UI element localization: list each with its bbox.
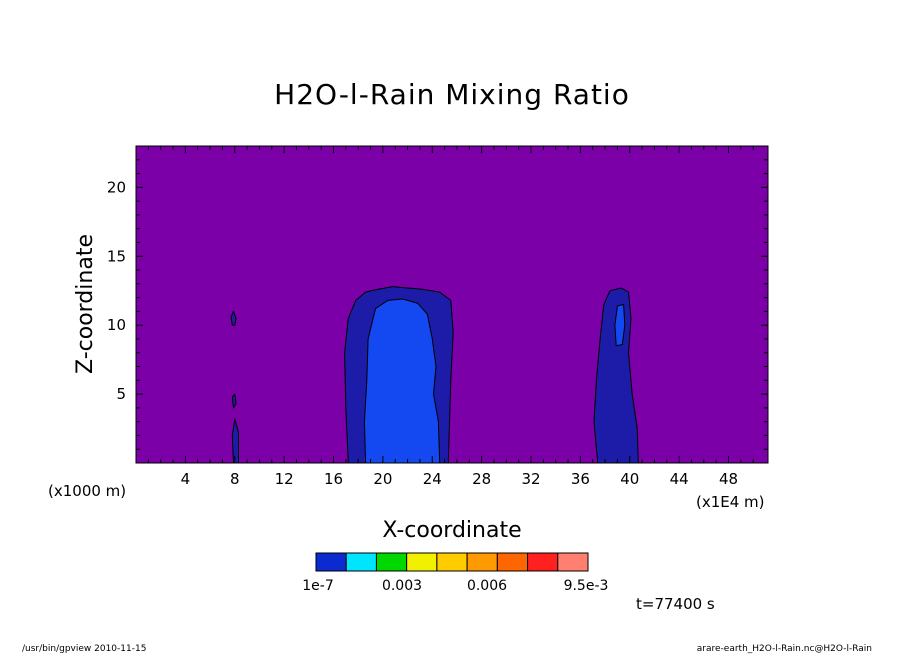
x-tick-label: 8 [230,470,240,488]
x-tick-label: 12 [275,470,294,488]
y-tick-label: 5 [116,385,126,403]
colorbar-swatch [436,552,468,572]
x-axis-label: X-coordinate [382,518,521,543]
colorbar-label: 9.5e-3 [564,578,609,594]
y-axis-label: Z-coordinate [73,234,98,374]
contour-inner-region [614,304,626,347]
plot-frame [135,145,769,464]
x-tick-label: 36 [571,470,590,488]
colorbar-swatch [496,552,529,572]
contour-outer-region [231,393,237,409]
x-tick-label: 44 [670,470,689,488]
colorbar-swatch [315,552,347,572]
colorbar [315,552,589,572]
colorbar-label: 0.006 [467,578,507,594]
colorbar-swatch [527,552,559,572]
x-tick-label: 40 [620,470,639,488]
y-axis-ticks: 5 10 15 20 [107,159,768,450]
x-tick-label: 4 [181,470,191,488]
y-tick-label: 10 [107,316,126,334]
x-unit-left: (x1000 m) [48,482,126,500]
y-tick-label: 20 [107,178,126,196]
x-tick-label: 32 [521,470,540,488]
colorbar-swatch [557,552,589,572]
colorbar-swatch [466,552,498,572]
x-tick-label: 28 [472,470,491,488]
x-unit-right: (x1E4 m) [696,493,765,511]
x-tick-label: 48 [719,470,738,488]
contour-outer-region [230,310,237,326]
contour-outer-region [593,287,639,464]
colorbar-swatch [375,552,408,572]
contour-layer [230,286,639,464]
time-label: t=77400 s [636,595,715,613]
x-tick-label: 24 [423,470,442,488]
colorbar-labels: 1e-7 0.003 0.006 9.5e-3 [302,578,608,594]
colorbar-swatch [406,552,438,572]
colorbar-label: 1e-7 [302,578,333,594]
footer-left: /usr/bin/gpview 2010-11-15 [22,644,146,654]
chart-title: H2O-l-Rain Mixing Ratio [274,78,630,111]
plot-background [136,146,768,463]
x-tick-label: 16 [324,470,343,488]
contour-inner-region [363,298,441,464]
colorbar-swatch [345,552,377,572]
x-tick-label: 20 [373,470,392,488]
y-tick-label: 15 [107,247,126,265]
footer-right: arare-earth_H2O-l-Rain.nc@H2O-l-Rain [697,644,872,654]
colorbar-label: 0.003 [382,578,422,594]
x-axis-ticks: 4 8 12 16 20 24 28 32 36 40 44 48 [147,146,754,488]
